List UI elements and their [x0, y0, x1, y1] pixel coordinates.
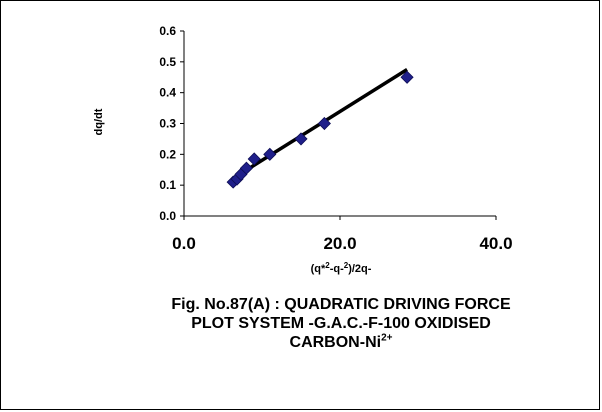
x-axis-label: (q*2-q-2)/2q- — [311, 261, 372, 275]
caption-line-3-text: CARBON-Ni — [289, 334, 382, 351]
x-tick-label: 40.0 — [479, 234, 512, 253]
y-ticks: 0.0 0.1 0.2 0.3 0.4 0.5 0.6 — [159, 24, 184, 223]
chart-plot: 0.00.10.20.30.40.50.6 0.0 20.0 40.0 dq/dt … — [93, 24, 513, 275]
data-point — [247, 152, 261, 166]
data-point — [294, 132, 308, 146]
caption-superscript: 2+ — [381, 332, 393, 344]
figure-caption: Fig. No.87(A) : QUADRATIC DRIVING FORCE … — [121, 295, 561, 352]
data-point — [239, 161, 253, 175]
x-tick-label: 20.0 — [323, 234, 356, 253]
y-tick-label: 0.1 — [159, 178, 176, 192]
y-axis-label: dq/dt — [93, 108, 105, 135]
y-tick-label: 0.4 — [159, 86, 176, 100]
x-tick-label: 0.0 — [172, 234, 196, 253]
data-point — [263, 147, 277, 161]
x-ticks: 0.0 20.0 40.0 — [172, 216, 513, 253]
data-point — [400, 70, 414, 84]
data-point — [317, 116, 331, 131]
data-points — [226, 70, 414, 189]
y-tick-label: 0.0 — [159, 209, 176, 223]
caption-line-2: PLOT SYSTEM -G.A.C.-F-100 OXIDISED — [191, 315, 491, 332]
caption-line-1: Fig. No.87(A) : QUADRATIC DRIVING FORCE — [171, 296, 511, 313]
y-tick-label: 0.3 — [159, 117, 176, 131]
y-tick-label: 0.6 — [159, 24, 176, 38]
caption-line-3: CARBON-Ni2+ — [121, 333, 561, 352]
y-tick-label: 0.5 — [159, 55, 176, 69]
y-tick-label: 0.2 — [159, 147, 176, 161]
axes — [183, 31, 496, 217]
